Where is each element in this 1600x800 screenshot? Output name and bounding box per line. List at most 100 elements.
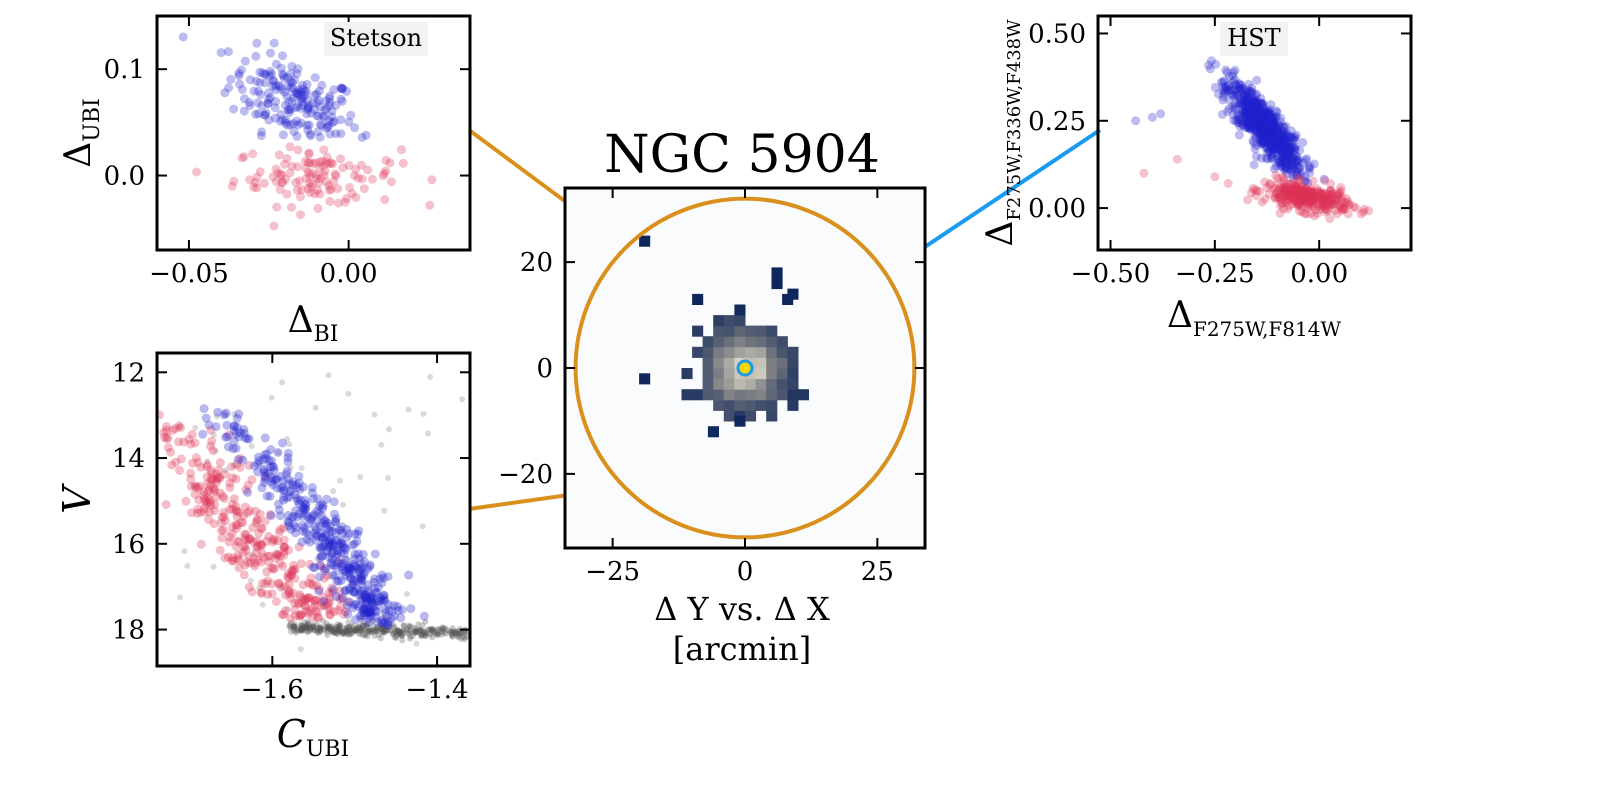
cmd-pop1-point [360,603,369,613]
hst-point [1223,81,1233,91]
cmd-pop2-point [205,480,215,490]
hst-point [1251,109,1261,119]
hst-point [1252,107,1262,117]
hst-point [1268,115,1278,125]
cmd-pop1-point [321,529,331,539]
hst-point [1228,110,1238,120]
cmd-pop2-point [241,529,251,539]
hst-point [1313,193,1323,203]
cmd-pop1-point [291,528,300,538]
cmd-pop1-point [367,598,377,608]
map-bin [713,368,725,380]
cmd-pop2-point [205,507,214,517]
cmd-pop1-point [322,546,332,556]
hst-point [1290,132,1300,142]
map-bin [723,389,735,401]
cmd-pop2-point [207,436,217,446]
hst-point [1337,192,1347,202]
cmd-pop1-point [258,455,268,465]
cmd-pop1-point [235,428,245,438]
cmd-field-point [417,632,424,639]
hst-point [1248,93,1258,103]
cmd-pop1-point [327,560,336,570]
hst-point [1247,101,1257,111]
hst-point [1246,109,1256,119]
hst-point [1276,113,1286,123]
cmd-pop1-point [337,561,347,571]
cmd-field-point [347,628,354,635]
stetson-point [216,48,226,58]
hst-point [1256,119,1266,129]
cmd-pop1-point [307,511,317,521]
cmd-pop1-point [380,608,390,618]
hst-point [1261,129,1271,139]
hst-point [1239,91,1249,101]
hst-frame [1096,14,1413,252]
hst-point [1292,187,1302,197]
cmd-field-point [395,628,402,634]
stetson-point [331,129,341,139]
cmd-field-point [291,621,298,627]
hst-point [1298,138,1308,147]
cmd-pop2-point [296,610,306,619]
hst-point [1317,190,1327,200]
cmd-pop2-point [195,481,204,491]
hst-point [1336,183,1346,192]
cmd-pop2-point [245,534,255,544]
hst-point [1260,194,1270,204]
cmd-ytick-label: 16 [112,530,145,560]
cmd-pop1-point [318,534,328,544]
hst-point [1254,117,1264,127]
cmd-pop2-point [279,542,289,552]
hst-ytick-label: 0.50 [1028,19,1086,49]
hst-point [1262,111,1272,121]
hst-point [1265,135,1275,145]
map-bin [723,346,735,358]
cmd-pop2-point [205,495,215,505]
hst-point [1279,187,1289,197]
cmd-pop2-point [334,556,344,566]
map-bin [776,357,788,369]
cmd-pop2-point [228,553,238,563]
hst-point [1253,119,1263,129]
hst-point [1269,164,1279,174]
cmd-pop1-point [240,433,250,443]
hst-point [1314,200,1324,210]
hst-point [1156,109,1166,119]
cmd-pop2-point [203,497,213,507]
cmd-pop2-point [220,516,230,526]
stetson-point [286,69,296,78]
cmd-pop2-point [268,537,278,547]
cmd-pop1-point [276,471,286,481]
cmd-field-point [439,627,446,634]
hst-point [1296,196,1306,206]
hst-point [1285,138,1295,148]
cmd-pop1-point [282,469,291,479]
cmd-pop1-point [345,597,354,607]
cmd-pop2-point [270,535,280,545]
hst-point [1264,138,1273,147]
cmd-pop1-point [278,482,287,492]
hst-point [1249,114,1259,123]
stetson-point [318,111,328,121]
hst-point [1247,83,1257,93]
hst-point [1252,124,1262,134]
cmd-field-point [356,629,362,636]
hst-point [1264,128,1274,138]
cmd-field-point [317,626,324,633]
hst-point [1271,183,1281,193]
cmd-pop1-point [320,566,330,576]
hst-point [1303,199,1313,209]
cmd-pop2-point [227,529,237,539]
hst-point [1332,194,1342,204]
hst-point [1232,91,1242,101]
cmd-field-point [429,634,436,641]
cmd-pop2-point [308,580,318,590]
hst-point [1256,128,1266,138]
hst-point [1284,147,1293,157]
stetson-point [300,90,310,100]
cmd-pop1-point [315,560,325,570]
cmd-pop2-point [329,607,339,617]
map-bin [723,357,735,369]
stetson-point [326,184,336,194]
